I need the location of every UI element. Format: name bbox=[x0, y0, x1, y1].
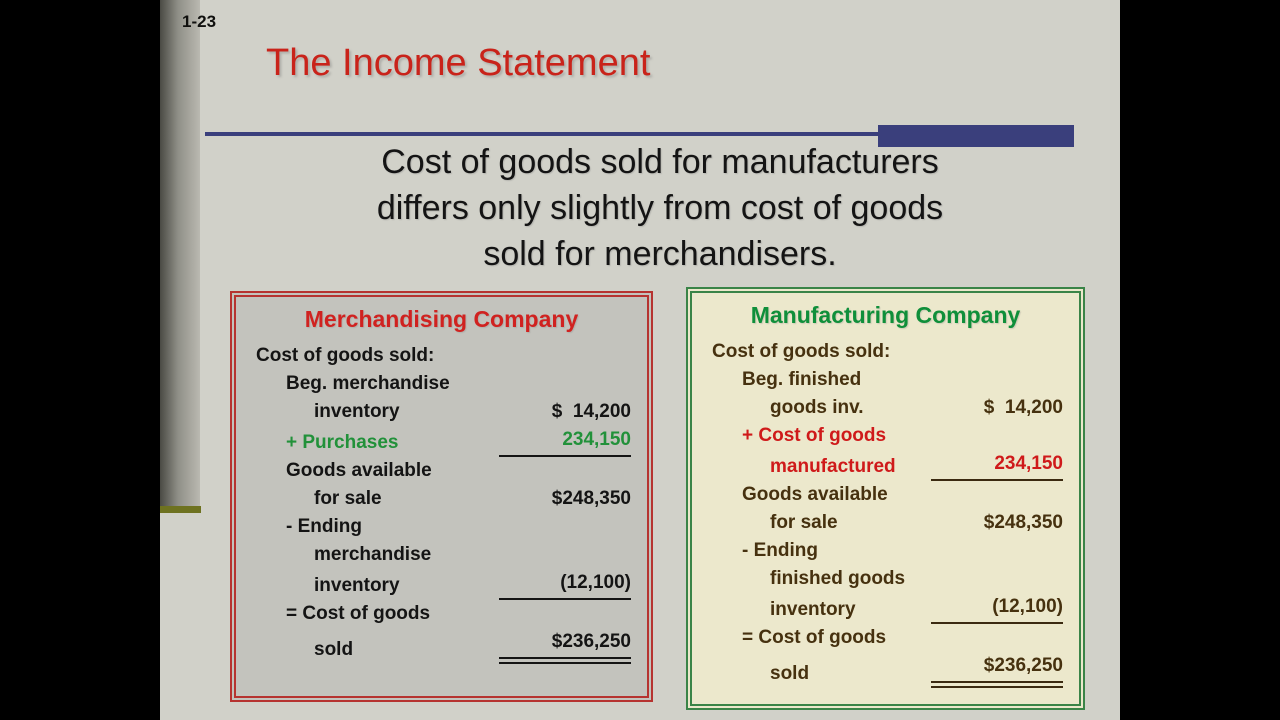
statement-row-value: $ 14,200 bbox=[983, 397, 1063, 418]
statement-row-value: $248,350 bbox=[551, 488, 631, 509]
statement-row: inventory $ 14,200 bbox=[256, 398, 631, 426]
statement-row-value: $248,350 bbox=[983, 512, 1063, 533]
statement-row: - Ending bbox=[256, 513, 631, 541]
statement-row: for sale $248,350 bbox=[712, 509, 1063, 537]
statement-row: finished goods bbox=[712, 565, 1063, 593]
statement-row: Cost of goods sold: bbox=[256, 342, 631, 370]
presentation-slide: 1-23 The Income Statement Cost of goods … bbox=[160, 0, 1120, 720]
manufacturing-company-title: Manufacturing Company bbox=[750, 302, 1021, 328]
statement-row-label: + Cost of goods bbox=[742, 425, 887, 446]
statement-row-label: = Cost of goods bbox=[742, 627, 887, 648]
statement-row-value: (12,100) bbox=[499, 569, 631, 600]
statement-row: inventory (12,100) bbox=[256, 569, 631, 600]
title-underline-rule bbox=[205, 132, 880, 136]
statement-row-value: $ 14,200 bbox=[551, 401, 631, 422]
merchandising-statement-rows: Cost of goods sold: Beg. merchandise inven… bbox=[236, 342, 647, 664]
statement-row-label: Beg. finished bbox=[742, 369, 862, 390]
statement-row: sold $236,250 bbox=[256, 628, 631, 664]
left-accent-bar bbox=[160, 0, 200, 506]
left-accent-bar-olive-rule bbox=[160, 506, 201, 513]
statement-row-label: Cost of goods sold: bbox=[256, 345, 435, 366]
body-text-line: differs only slightly from cost of goods bbox=[376, 189, 944, 227]
statement-row-label: finished goods bbox=[770, 568, 906, 589]
statement-row-value: (12,100) bbox=[931, 593, 1063, 624]
statement-row: merchandise bbox=[256, 541, 631, 569]
statement-row-label: for sale bbox=[314, 488, 382, 509]
statement-row-label: sold bbox=[770, 663, 810, 684]
statement-row-value: $236,250 bbox=[499, 628, 631, 664]
statement-row-label: Goods available bbox=[742, 484, 888, 505]
statement-row: for sale $248,350 bbox=[256, 485, 631, 513]
statement-row: = Cost of goods bbox=[712, 624, 1063, 652]
statement-row-value: 234,150 bbox=[499, 426, 631, 457]
statement-row-label: - Ending bbox=[286, 516, 362, 537]
statement-row: Cost of goods sold: bbox=[712, 338, 1063, 366]
statement-row-label: inventory bbox=[314, 575, 400, 596]
statement-row-value: 234,150 bbox=[931, 450, 1063, 481]
merchandising-company-title: Merchandising Company bbox=[304, 306, 579, 332]
statement-row: Beg. merchandise bbox=[256, 370, 631, 398]
body-text-line: Cost of goods sold for manufacturers bbox=[381, 143, 939, 181]
statement-row-label: inventory bbox=[314, 401, 400, 422]
statement-row: + Cost of goods bbox=[712, 422, 1063, 450]
statement-row: Goods available bbox=[256, 457, 631, 485]
statement-row-label: - Ending bbox=[742, 540, 818, 561]
statement-row: manufactured 234,150 bbox=[712, 450, 1063, 481]
statement-row-label: Goods available bbox=[286, 460, 432, 481]
statement-row: goods inv. $ 14,200 bbox=[712, 394, 1063, 422]
statement-row: sold $236,250 bbox=[712, 652, 1063, 688]
statement-row-value: $236,250 bbox=[931, 652, 1063, 688]
body-text: Cost of goods sold for manufacturers dif… bbox=[220, 139, 1100, 277]
statement-row-label: inventory bbox=[770, 599, 856, 620]
statement-row-label: manufactured bbox=[770, 456, 896, 477]
statement-row: Beg. finished bbox=[712, 366, 1063, 394]
slide-number: 1-23 bbox=[182, 12, 217, 31]
title-accent-rectangle bbox=[878, 125, 1074, 147]
statement-row-label: Beg. merchandise bbox=[286, 373, 450, 394]
statement-row-label: merchandise bbox=[314, 544, 432, 565]
statement-row: - Ending bbox=[712, 537, 1063, 565]
body-text-line: sold for merchandisers. bbox=[483, 235, 837, 273]
manufacturing-statement-rows: Cost of goods sold: Beg. finished goods in… bbox=[692, 338, 1079, 688]
statement-row-label: sold bbox=[314, 639, 354, 660]
manufacturing-company-box: Manufacturing Company Cost of goods sold… bbox=[686, 287, 1085, 710]
statement-row-label: = Cost of goods bbox=[286, 603, 431, 624]
statement-row: inventory (12,100) bbox=[712, 593, 1063, 624]
statement-row-label: goods inv. bbox=[770, 397, 864, 418]
statement-row: + Purchases 234,150 bbox=[256, 426, 631, 457]
statement-row-label: Cost of goods sold: bbox=[712, 341, 891, 362]
statement-row: Goods available bbox=[712, 481, 1063, 509]
statement-row-label: for sale bbox=[770, 512, 838, 533]
page-title: The Income Statement bbox=[266, 42, 651, 84]
statement-row-label: + Purchases bbox=[286, 432, 399, 453]
merchandising-company-box: Merchandising Company Cost of goods sold… bbox=[230, 291, 653, 702]
statement-row: = Cost of goods bbox=[256, 600, 631, 628]
